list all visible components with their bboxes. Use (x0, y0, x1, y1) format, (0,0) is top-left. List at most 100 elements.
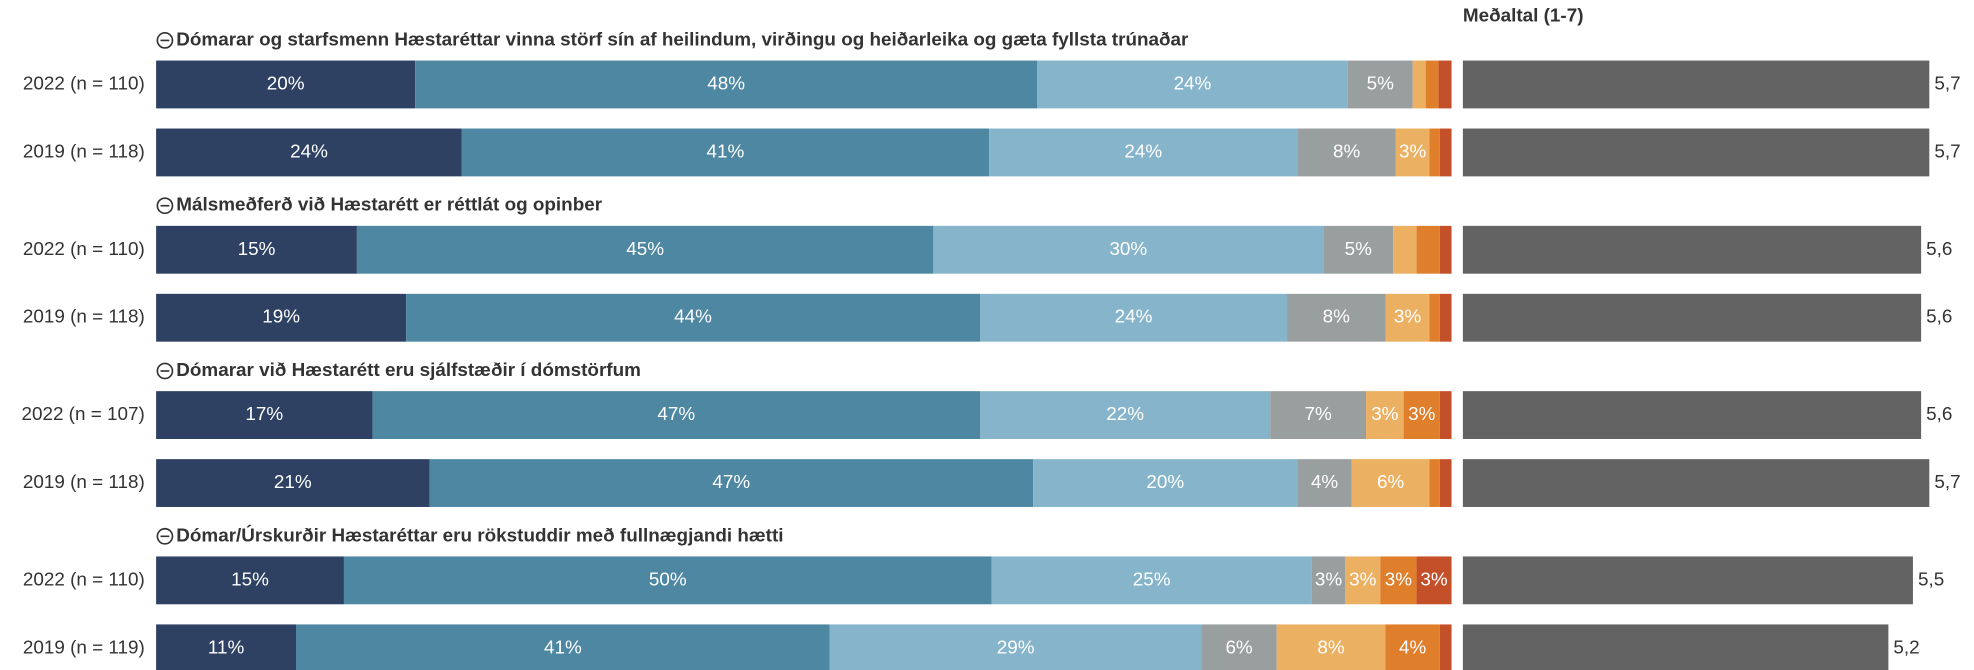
mean-bar (1462, 293, 1922, 342)
group-title: Dómarar við Hæstarétt eru sjálfstæðir í … (176, 360, 641, 381)
segment-label: 3% (1408, 404, 1435, 425)
segment-label: 3% (1420, 569, 1447, 590)
segment-label: 21% (274, 472, 312, 493)
segment-label: 20% (267, 73, 305, 94)
row-label: 2022 (n = 110) (23, 73, 145, 94)
mean-bar (1462, 459, 1930, 507)
bar-segment (1351, 459, 1430, 507)
bar-segment (1385, 624, 1440, 670)
bar-segment (415, 60, 1038, 109)
segment-label: 15% (231, 569, 269, 590)
segment-label: 41% (544, 637, 582, 658)
segment-label: 47% (657, 404, 695, 425)
bar-segment (296, 624, 830, 670)
bar-segment (1287, 293, 1386, 342)
bar-segment (829, 624, 1202, 670)
segment-label: 5% (1367, 73, 1394, 94)
segment-label: 20% (1146, 472, 1184, 493)
segment-label: 4% (1399, 637, 1426, 658)
row-label: 2022 (n = 107) (21, 404, 144, 425)
segment-label: 3% (1349, 569, 1376, 590)
segment-label: 4% (1311, 472, 1338, 493)
segment-label: 3% (1315, 569, 1342, 590)
bar-segment (1439, 128, 1452, 177)
row-label: 2019 (n = 118) (23, 472, 145, 493)
bar-segment (933, 225, 1324, 274)
bar-segment (980, 293, 1288, 342)
bar-segment (989, 128, 1298, 177)
bar-segment (1347, 60, 1413, 109)
segment-label: 22% (1106, 404, 1144, 425)
row-label: 2019 (n = 118) (23, 141, 145, 162)
segment-label: 17% (245, 404, 283, 425)
collapse-icon (156, 197, 174, 215)
mean-label: 5,7 (1934, 73, 1960, 94)
segment-label: 24% (1174, 73, 1212, 94)
group-title: Málsmeðferð við Hæstarétt er réttlát og … (176, 195, 602, 216)
bar-segment (156, 556, 344, 605)
segment-label: 24% (290, 141, 328, 162)
bar-segment (1439, 459, 1452, 507)
collapse-icon (156, 32, 174, 49)
bar-segment (1033, 459, 1298, 507)
mean-label: 5,6 (1926, 404, 1952, 425)
segment-label: 8% (1323, 307, 1350, 328)
mean-bar (1462, 128, 1930, 177)
bar-segment (1429, 128, 1440, 177)
mean-bar (1462, 60, 1930, 109)
bar-segment (1201, 624, 1277, 670)
bar-segment (1412, 60, 1426, 109)
segment-label: 41% (707, 141, 745, 162)
mean-label: 5,7 (1934, 472, 1960, 493)
bar-segment (1270, 391, 1367, 439)
segment-label: 3% (1394, 307, 1421, 328)
segment-label: 25% (1133, 569, 1171, 590)
bar-segment (406, 293, 981, 342)
bar-segment (1439, 225, 1452, 274)
bar-segment (1366, 391, 1404, 439)
segment-label: 7% (1304, 404, 1331, 425)
bar-segment (156, 60, 416, 109)
segment-label: 8% (1317, 637, 1344, 658)
segment-label: 47% (712, 472, 750, 493)
segment-label: 6% (1377, 472, 1404, 493)
mean-bar (1462, 225, 1922, 274)
segment-label: 8% (1333, 141, 1360, 162)
row-label: 2022 (n = 110) (23, 239, 145, 260)
bar-segment (1037, 60, 1348, 109)
segment-label: 3% (1399, 141, 1426, 162)
mean-bar (1462, 556, 1913, 605)
mean-title: Meðaltal (1-7) (1463, 5, 1584, 26)
bar-segment (343, 556, 992, 605)
mean-bar (1462, 624, 1889, 670)
bar-segment (156, 391, 373, 439)
segment-label: 45% (626, 239, 664, 260)
bar-segment (1323, 225, 1394, 274)
mean-label: 5,7 (1934, 141, 1960, 162)
bar-segment (1311, 556, 1346, 605)
collapse-icon (156, 527, 174, 545)
segment-label: 24% (1115, 307, 1153, 328)
bar-segment (991, 556, 1312, 605)
bar-segment (156, 225, 357, 274)
segment-label: 48% (707, 73, 745, 94)
bar-segment (1429, 459, 1440, 507)
segment-label: 5% (1345, 239, 1372, 260)
row-label: 2022 (n = 110) (23, 569, 145, 590)
bar-segment (1385, 293, 1430, 342)
bar-segment (356, 225, 934, 274)
bar-segment (156, 459, 430, 507)
bar-segment (1403, 391, 1440, 439)
bar-segment (1345, 556, 1381, 605)
segment-label: 24% (1124, 141, 1162, 162)
bar-segment (1416, 556, 1452, 605)
segment-label: 11% (208, 637, 245, 658)
segment-label: 50% (649, 569, 687, 590)
segment-label: 15% (238, 239, 276, 260)
bar-segment (156, 293, 407, 342)
bar-segment (1438, 60, 1452, 109)
bar-segment (461, 128, 990, 177)
bar-segment (156, 624, 297, 670)
bar-segment (1297, 459, 1352, 507)
